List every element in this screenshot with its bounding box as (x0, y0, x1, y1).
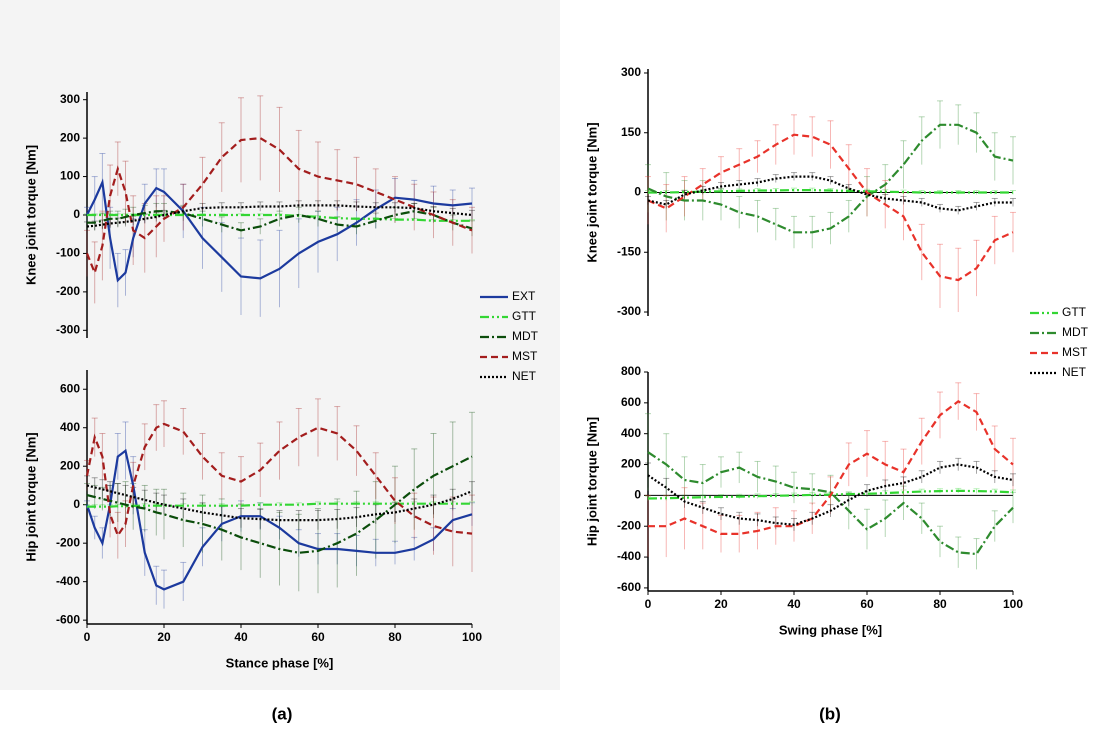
panel-label: (b) (819, 704, 841, 723)
y-tick-label: 600 (621, 395, 641, 409)
x-tick-label: 40 (234, 630, 248, 644)
series-line (648, 399, 1014, 535)
x-tick-label: 100 (1003, 597, 1023, 611)
series-line (647, 463, 1014, 526)
x-tick-label: 100 (462, 630, 482, 644)
x-axis-label: Stance phase [%] (226, 655, 334, 670)
y-tick-label: -300 (56, 322, 80, 336)
series-line (85, 136, 473, 277)
x-tick-label: 80 (933, 597, 947, 611)
series-line (87, 502, 472, 508)
y-tick-label: 400 (60, 420, 80, 434)
y-tick-label: 100 (60, 169, 80, 183)
series-line (647, 175, 1013, 212)
y-tick-label: -150 (617, 244, 641, 258)
y-tick-label: -400 (56, 574, 80, 588)
y-axis-label: Knee joint torque [Nm] (584, 122, 599, 262)
y-tick-label: 150 (621, 125, 641, 139)
legend-label: NET (1062, 365, 1087, 379)
x-tick-label: 20 (157, 630, 171, 644)
series-line (87, 210, 473, 232)
series-line (647, 123, 1014, 234)
legend-label: EXT (512, 289, 536, 303)
y-tick-label: 800 (621, 364, 641, 378)
x-tick-label: 80 (388, 630, 402, 644)
error-bars (645, 382, 1016, 558)
legend-label: MST (1062, 345, 1088, 359)
y-tick-label: 600 (60, 381, 80, 395)
legend-label: MST (512, 349, 538, 363)
y-tick-label: 200 (60, 130, 80, 144)
panel-a-background (0, 0, 560, 690)
x-tick-label: 0 (645, 597, 652, 611)
y-tick-label: 200 (60, 458, 80, 472)
y-axis-label: Hip joint torque [Nm] (584, 417, 599, 546)
y-tick-label: 300 (621, 65, 641, 79)
legend-label: NET (512, 369, 537, 383)
y-tick-label: 0 (73, 207, 80, 221)
series-line (85, 448, 473, 591)
series-line (648, 189, 1013, 194)
y-tick-label: -400 (617, 549, 641, 563)
series-line (86, 178, 473, 283)
y-tick-label: 200 (621, 457, 641, 471)
legend-label: MDT (512, 329, 539, 343)
panel-label: (a) (272, 704, 293, 723)
series-line (647, 451, 1014, 556)
y-tick-label: 0 (73, 497, 80, 511)
y-tick-label: -600 (617, 580, 641, 594)
x-tick-label: 20 (714, 597, 728, 611)
y-tick-label: -100 (56, 246, 80, 260)
series-line (85, 422, 473, 538)
y-tick-label: -200 (56, 535, 80, 549)
legend-label: MDT (1062, 325, 1089, 339)
x-tick-label: 0 (84, 630, 91, 644)
x-tick-label: 40 (787, 597, 801, 611)
y-tick-label: 0 (634, 488, 641, 502)
y-tick-label: -600 (56, 612, 80, 626)
series-line (86, 455, 473, 554)
x-axis-label: Swing phase [%] (779, 622, 882, 637)
y-tick-label: 300 (60, 92, 80, 106)
y-axis-label: Knee joint torque [Nm] (23, 145, 38, 285)
y-tick-label: 0 (634, 185, 641, 199)
y-tick-label: -200 (56, 284, 80, 298)
y-tick-label: -300 (617, 304, 641, 318)
legend-label: GTT (512, 309, 537, 323)
series-line (647, 133, 1014, 282)
series-line (86, 204, 473, 228)
series-line (87, 213, 472, 222)
y-axis-label: Hip joint torque [Nm] (23, 432, 38, 561)
x-tick-label: 60 (860, 597, 874, 611)
legend-label: GTT (1062, 305, 1087, 319)
x-tick-label: 60 (311, 630, 325, 644)
series-line (86, 484, 473, 522)
y-tick-label: -200 (617, 518, 641, 532)
y-tick-label: 400 (621, 426, 641, 440)
